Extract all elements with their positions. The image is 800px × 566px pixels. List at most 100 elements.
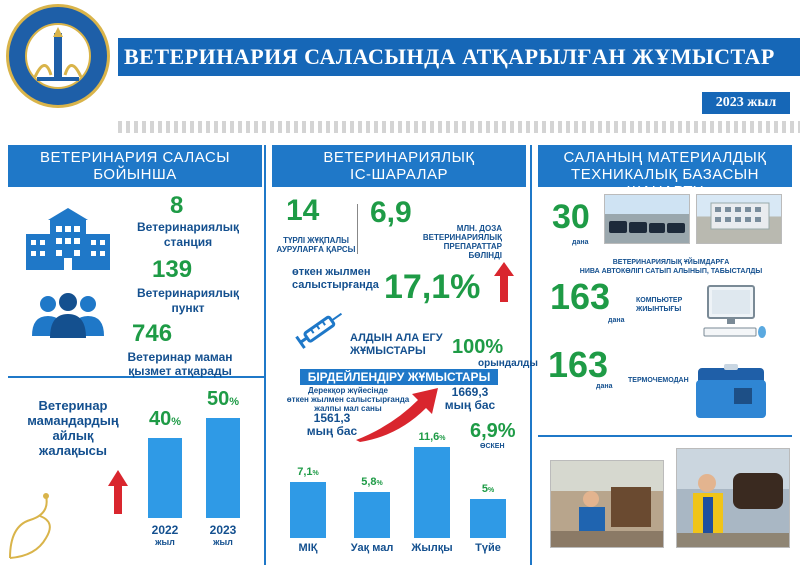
cars-photo bbox=[604, 194, 690, 244]
year-badge: 2023 жыл bbox=[702, 92, 790, 114]
cars-label-line: НИВА АВТОКӨЛІГІ САТЫП АЛЫНЫП, ТАБЫСТАЛДЫ bbox=[579, 268, 763, 275]
building-icon bbox=[26, 208, 110, 270]
db-label: Дерекқор жүйесінде өткен жылмен салыстыр… bbox=[278, 386, 418, 413]
cars-label-line: ВЕТЕРИНАРИЯЛЫҚ ҰЙЫМДАРҒА bbox=[612, 259, 730, 266]
field-work-illustration bbox=[551, 461, 663, 547]
doses-label-line: ВЕТЕРИНАРИЯЛЫҚ bbox=[422, 233, 502, 242]
curr-livestock: 1669,3 мың бас bbox=[440, 386, 500, 412]
building-photo bbox=[696, 194, 782, 244]
salary-bar-category: 2022 жыл bbox=[151, 523, 179, 547]
doses-value: 6,9 bbox=[370, 196, 412, 229]
computers-label: КОМПЬЮТЕР ЖИЫНТЫҒЫ bbox=[636, 296, 682, 314]
stations-value: 8 bbox=[170, 192, 184, 219]
ornament-divider bbox=[118, 121, 800, 133]
page-title: ВЕТЕРИНАРИЯ САЛАСЫНДА АТҚАРЫЛҒАН ЖҰМЫСТА… bbox=[124, 44, 775, 69]
livestock-bar-category: МІҚ bbox=[298, 542, 318, 554]
livestock-bar-category: Уақ мал bbox=[350, 542, 394, 554]
computers-unit: дана bbox=[608, 317, 625, 324]
section-heading-line: ІС-ШАРАЛАР bbox=[350, 166, 448, 183]
salary-bar-label: 40% bbox=[148, 408, 182, 430]
field-work-photo-2 bbox=[676, 448, 790, 548]
compare-label-line: салыстырғанда bbox=[292, 279, 379, 291]
computers-label-line: КОМПЬЮТЕР bbox=[636, 297, 683, 304]
livestock-bar bbox=[470, 498, 506, 538]
title-banner: ВЕТЕРИНАРИЯ САЛАСЫНДА АТҚАРЫЛҒАН ЖҰМЫСТА… bbox=[118, 38, 800, 76]
doses-label-line: МЛН. ДОЗА bbox=[456, 224, 502, 233]
stations-label-line: Ветеринариялық bbox=[137, 220, 239, 234]
computer-icon bbox=[703, 285, 766, 338]
livestock-bar-label: 7,1% bbox=[297, 466, 319, 479]
points-label-line: Ветеринариялық bbox=[137, 286, 239, 300]
curr-livestock-unit: мың бас bbox=[444, 398, 496, 412]
section-heading-line: ВЕТЕРИНАРИЯЛЫҚ bbox=[323, 149, 475, 166]
stat-divider bbox=[357, 204, 358, 254]
vaccination-suffix: орындалды bbox=[478, 358, 538, 369]
field-work-illustration bbox=[677, 449, 789, 547]
identification-heading: БІРДЕЙЛЕНДІРУ ЖҰМЫСТАРЫ bbox=[300, 369, 498, 385]
livestock-bar-category: Түйе bbox=[475, 542, 501, 554]
specialists-label-line: Ветеринар маман bbox=[127, 350, 233, 364]
people-icon bbox=[32, 293, 104, 338]
compare-label-line: өткен жылмен bbox=[292, 266, 371, 278]
cases-unit: дана bbox=[596, 383, 613, 390]
growth-curve-arrow bbox=[356, 388, 438, 442]
monument-icon bbox=[33, 27, 83, 81]
compare-value: 17,1% bbox=[384, 268, 481, 306]
thermo-case-icon bbox=[696, 364, 766, 418]
points-label-line: пункт bbox=[171, 301, 205, 315]
prev-livestock-unit: мың бас bbox=[306, 424, 358, 438]
salary-label: Ветеринар мамандардың айлық жалақысы bbox=[18, 398, 128, 458]
diseases-value: 14 bbox=[286, 194, 320, 227]
stations-label-line: станция bbox=[163, 235, 213, 249]
specialists-label: Ветеринар маман қызмет атқарады bbox=[100, 350, 260, 378]
increase-arrow-icon bbox=[108, 470, 128, 514]
field-work-photo-1 bbox=[550, 460, 664, 548]
column-divider bbox=[264, 145, 266, 565]
doses-label-line: ПРЕПАРАТТАР БӨЛІНДІ bbox=[443, 242, 502, 260]
row-divider bbox=[538, 435, 792, 437]
cars-unit: дана bbox=[572, 239, 589, 246]
building-illustration bbox=[710, 202, 770, 230]
livestock-bar-label: 5,8% bbox=[361, 476, 383, 489]
points-label: Ветеринариялық пункт bbox=[118, 286, 258, 316]
livestock-bar-label: 11,6% bbox=[418, 430, 446, 443]
prev-livestock-value: 1561,3 bbox=[313, 411, 351, 425]
cases-value: 163 bbox=[548, 344, 609, 385]
diseases-label: ТҮРЛІ ЖҰҚПАЛЫ АУРУЛАРҒА ҚАРСЫ bbox=[276, 236, 356, 254]
growth-value: 6,9% bbox=[470, 420, 516, 442]
growth-label: ӨСКЕН bbox=[480, 443, 505, 450]
specialists-value: 746 bbox=[132, 320, 173, 347]
region-emblem-logo bbox=[6, 4, 110, 108]
column-divider bbox=[530, 145, 532, 565]
livestock-bar bbox=[290, 482, 326, 538]
salary-bar-category: 2023 жыл bbox=[209, 523, 237, 547]
db-label-line: өткен жылмен салыстырғанда bbox=[286, 395, 410, 404]
salary-bar-label: 50% bbox=[206, 388, 240, 410]
vaccination-label: АЛДЫН АЛА ЕГУ ЖҰМЫСТАРЫ bbox=[350, 332, 443, 358]
syringe-icon bbox=[295, 312, 343, 349]
salary-label-line: Ветеринар bbox=[38, 398, 108, 413]
computers-label-line: ЖИЫНТЫҒЫ bbox=[636, 306, 682, 313]
compare-label: өткен жылмен салыстырғанда bbox=[292, 266, 379, 292]
section-heading-line: БОЙЫНША bbox=[93, 166, 177, 183]
salary-label-line: айлық жалақысы bbox=[38, 428, 108, 458]
row-divider bbox=[8, 376, 264, 378]
increase-arrow-icon bbox=[494, 262, 514, 302]
section-heading-line: САЛАНЫҢ МАТЕРИАЛДЫҚ bbox=[563, 149, 767, 166]
livestock-bar bbox=[414, 446, 450, 538]
section-heading-base: САЛАНЫҢ МАТЕРИАЛДЫҚ ТЕХНИКАЛЫҚ БАЗАСЫН Ж… bbox=[538, 145, 792, 200]
vaccination-label-line: АЛДЫН АЛА ЕГУ bbox=[350, 332, 443, 344]
db-label-line: Дерекқор жүйесінде bbox=[308, 386, 388, 395]
diseases-label-line: АУРУЛАРҒА ҚАРСЫ bbox=[276, 245, 356, 254]
livestock-bar-category: Жылқы bbox=[411, 542, 453, 554]
section-heading-sector: ВЕТЕРИНАРИЯ САЛАСЫ БОЙЫНША bbox=[8, 145, 262, 187]
stations-label: Ветеринариялық станция bbox=[118, 220, 258, 250]
curr-livestock-value: 1669,3 bbox=[451, 385, 489, 399]
corner-ornament bbox=[9, 493, 51, 559]
specialists-label-line: қызмет атқарады bbox=[128, 364, 232, 378]
livestock-bar bbox=[354, 492, 390, 538]
db-label-line: жалпы мал саны bbox=[314, 404, 382, 413]
salary-label-line: мамандардың bbox=[27, 413, 119, 428]
livestock-bar-label: 5% bbox=[481, 482, 495, 495]
